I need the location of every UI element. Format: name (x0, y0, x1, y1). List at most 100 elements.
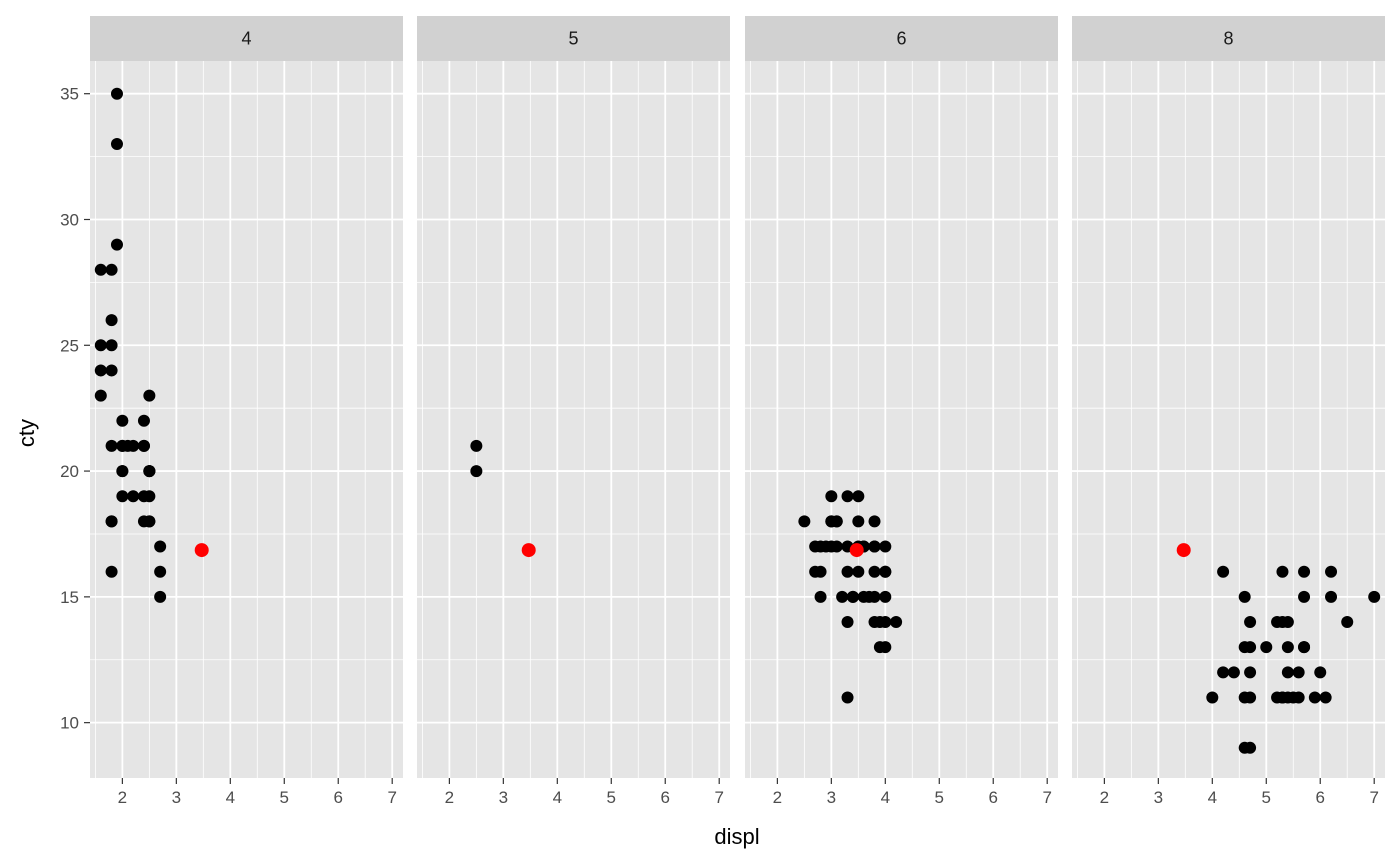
data-point (470, 465, 483, 478)
data-point (110, 238, 123, 251)
data-point (1298, 590, 1311, 603)
x-tick-label: 7 (714, 788, 723, 807)
data-point (841, 490, 854, 503)
facet-panel-4: 4 2 3 4 5 6 7 (90, 16, 403, 807)
data-point (94, 263, 107, 276)
x-tick-label: 3 (827, 788, 836, 807)
facet-strip-label: 5 (568, 29, 578, 49)
x-tick-label: 5 (1262, 788, 1271, 807)
data-point (143, 389, 156, 402)
y-tick-label: 10 (60, 714, 79, 733)
data-point (1244, 666, 1257, 679)
data-point (1368, 590, 1381, 603)
data-point (1206, 691, 1219, 704)
data-point (1260, 641, 1273, 654)
data-point (868, 540, 881, 553)
data-point (852, 565, 865, 578)
data-point (105, 314, 118, 327)
data-point (830, 515, 843, 528)
facet-strip-label: 6 (896, 29, 906, 49)
panel-background (1072, 61, 1385, 778)
data-point (1281, 616, 1294, 629)
x-tick-label: 3 (499, 788, 508, 807)
x-tick-label: 3 (1154, 788, 1163, 807)
data-point (1238, 590, 1251, 603)
panel-background (90, 61, 403, 778)
data-point (105, 515, 118, 528)
x-tick-label: 6 (989, 788, 998, 807)
data-point (1314, 666, 1327, 679)
data-point (94, 339, 107, 352)
facet-strip (1072, 16, 1385, 61)
facet-panels: 4 2 3 4 5 6 7 5 2 3 4 5 6 7 6 2 3 4 5 6 7 8 2 3 4 5 6 7 (90, 16, 1385, 807)
panel-background (745, 61, 1058, 778)
data-point (105, 439, 118, 452)
data-point (1238, 641, 1251, 654)
highlight-point (1176, 543, 1191, 558)
x-tick-label: 6 (334, 788, 343, 807)
facet-panel-6: 6 2 3 4 5 6 7 (745, 16, 1058, 807)
data-point (868, 616, 881, 629)
highlight-point (849, 543, 864, 558)
facet-strip-label: 8 (1223, 29, 1233, 49)
y-axis-title: cty (14, 419, 39, 447)
x-tick-label: 4 (553, 788, 562, 807)
facet-strip-label: 4 (241, 29, 251, 49)
x-tick-label: 4 (226, 788, 235, 807)
data-point (1292, 666, 1305, 679)
data-point (1227, 666, 1240, 679)
data-point (1276, 691, 1289, 704)
y-axis: 10 15 20 25 30 35 (60, 85, 90, 733)
data-point (879, 590, 892, 603)
data-point (137, 515, 150, 528)
x-tick-label: 6 (1316, 788, 1325, 807)
x-tick-label: 6 (661, 788, 670, 807)
data-point (890, 616, 903, 629)
data-point (1217, 666, 1230, 679)
data-point (798, 515, 811, 528)
x-tick-label: 5 (607, 788, 616, 807)
data-point (825, 490, 838, 503)
data-point (1238, 741, 1251, 754)
x-tick-label: 7 (387, 788, 396, 807)
facet-strip (90, 16, 403, 61)
data-point (1281, 666, 1294, 679)
data-point (841, 616, 854, 629)
data-point (863, 590, 876, 603)
facet-panel-5: 5 2 3 4 5 6 7 (417, 16, 730, 807)
facet-strip (417, 16, 730, 61)
y-tick-label: 25 (60, 336, 79, 355)
data-point (1325, 565, 1338, 578)
data-point (1244, 691, 1257, 704)
data-point (1281, 641, 1294, 654)
highlight-point (521, 543, 536, 558)
data-point (841, 565, 854, 578)
data-point (1319, 691, 1332, 704)
data-point (94, 389, 107, 402)
y-tick-label: 15 (60, 588, 79, 607)
data-point (879, 540, 892, 553)
data-point (1341, 616, 1354, 629)
data-point (137, 439, 150, 452)
data-point (116, 414, 129, 427)
x-tick-label: 4 (881, 788, 890, 807)
data-point (809, 540, 822, 553)
x-tick-label: 2 (445, 788, 454, 807)
data-point (110, 87, 123, 100)
x-tick-label: 2 (118, 788, 127, 807)
data-point (116, 465, 129, 478)
data-point (121, 439, 134, 452)
data-point (1298, 641, 1311, 654)
x-axis-title: displ (714, 824, 759, 849)
x-tick-label: 4 (1208, 788, 1217, 807)
data-point (836, 590, 849, 603)
data-point (154, 540, 167, 553)
data-point (1325, 590, 1338, 603)
data-point (1298, 565, 1311, 578)
data-point (879, 641, 892, 654)
data-point (1276, 565, 1289, 578)
x-tick-label: 2 (773, 788, 782, 807)
data-point (841, 691, 854, 704)
x-tick-label: 5 (935, 788, 944, 807)
